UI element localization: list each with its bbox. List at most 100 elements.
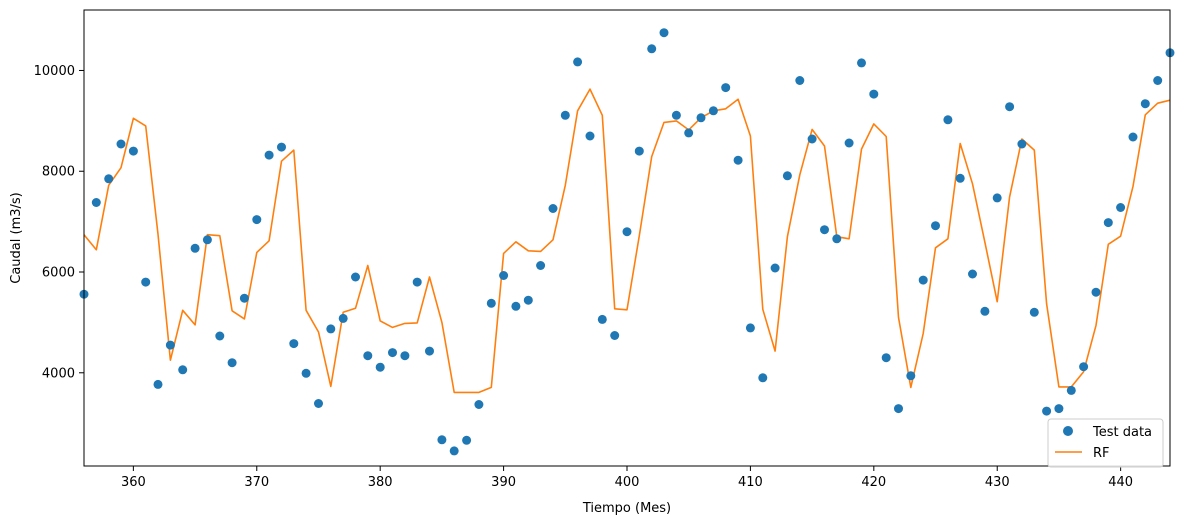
data-point-test	[388, 348, 397, 358]
data-point-test	[758, 373, 768, 383]
data-point-test	[931, 221, 940, 231]
data-point-test	[202, 235, 212, 245]
data-point-test	[585, 131, 595, 141]
y-tick-label: 6000	[42, 266, 75, 281]
legend-label-rf: RF	[1093, 446, 1110, 461]
data-point-test	[314, 399, 323, 408]
data-point-test	[881, 353, 891, 363]
data-point-test	[141, 277, 151, 287]
data-point-test	[326, 324, 336, 334]
data-point-test	[1029, 307, 1039, 317]
data-point-test	[684, 128, 694, 138]
data-point-test	[795, 76, 805, 85]
y-axis: 4000 6000 8000 10000	[34, 64, 84, 381]
data-point-test	[523, 295, 533, 305]
legend: Test data RF	[1047, 418, 1164, 468]
x-tick-label: 420	[861, 475, 886, 490]
x-tick-label: 380	[368, 475, 393, 490]
legend-box	[1047, 418, 1164, 468]
data-point-test	[1017, 139, 1027, 149]
x-axis: 360 370 380 390 400 410 420 430 440	[121, 466, 1133, 490]
data-point-test	[227, 358, 237, 368]
y-tick-label: 8000	[42, 165, 75, 180]
series-line-rf	[83, 88, 1171, 394]
data-point-test	[178, 365, 188, 375]
data-point-test	[955, 173, 965, 183]
data-point-test	[992, 193, 1002, 203]
data-point-test	[412, 277, 422, 287]
data-point-test	[264, 150, 274, 160]
data-point-test	[1091, 287, 1101, 297]
data-point-test	[499, 271, 509, 280]
data-point-test	[980, 306, 990, 316]
data-point-test	[968, 269, 977, 279]
data-point-test	[536, 261, 546, 270]
y-tick-label: 4000	[42, 366, 75, 381]
data-point-test	[820, 225, 829, 235]
data-point-test	[153, 379, 163, 389]
x-tick-label: 410	[738, 475, 763, 490]
data-point-test	[104, 174, 114, 184]
data-point-test	[647, 44, 657, 54]
data-point-test	[449, 446, 459, 456]
data-point-test	[597, 314, 607, 324]
data-point-test	[400, 351, 410, 361]
data-point-test	[277, 142, 286, 152]
data-point-test	[1066, 385, 1076, 395]
legend-label-test-data: Test data	[1092, 425, 1152, 440]
data-point-test	[462, 435, 472, 445]
data-point-test	[906, 371, 916, 381]
data-point-test	[832, 234, 842, 244]
x-tick-label: 390	[491, 475, 516, 490]
data-point-test	[622, 227, 632, 237]
data-point-test	[1128, 132, 1138, 142]
data-point-test	[918, 275, 928, 285]
data-point-test	[437, 435, 447, 445]
data-point-test	[338, 313, 348, 323]
data-point-test	[239, 293, 249, 303]
x-tick-label: 360	[121, 475, 146, 490]
data-point-test	[1054, 404, 1064, 414]
data-point-test	[844, 138, 854, 148]
x-axis-label: Tiempo (Mes)	[582, 501, 671, 516]
data-point-test	[560, 110, 570, 120]
y-axis-label: Caudal (m3/s)	[9, 192, 24, 283]
x-tick-label: 430	[985, 475, 1010, 490]
data-point-test	[190, 243, 200, 253]
series-layer	[79, 28, 1175, 456]
data-point-test	[301, 368, 311, 378]
data-point-test	[869, 89, 879, 99]
data-point-test	[770, 263, 780, 273]
data-point-test	[1079, 362, 1089, 372]
data-point-test	[894, 404, 903, 414]
data-point-test	[116, 139, 126, 149]
data-point-test	[708, 106, 718, 116]
data-point-test	[375, 362, 385, 372]
data-point-test	[1140, 99, 1150, 109]
data-point-test	[1153, 76, 1163, 85]
data-point-test	[1005, 102, 1015, 112]
data-point-test	[215, 331, 225, 341]
plot-background	[84, 10, 1170, 466]
data-point-test	[1042, 406, 1052, 416]
data-point-test	[1103, 218, 1113, 228]
data-point-test	[128, 146, 138, 156]
data-point-test	[363, 351, 373, 361]
data-point-test	[807, 134, 817, 144]
y-tick-label: 10000	[34, 64, 75, 79]
data-point-test	[573, 57, 583, 67]
data-point-test	[857, 58, 866, 68]
x-tick-label: 370	[244, 475, 269, 490]
x-tick-label: 440	[1108, 475, 1133, 490]
data-point-test	[351, 272, 360, 282]
data-point-test	[165, 340, 175, 350]
data-point-test	[610, 331, 620, 340]
data-point-test	[548, 204, 558, 213]
data-point-test	[486, 298, 496, 308]
data-point-test	[943, 115, 953, 125]
data-point-test	[91, 198, 101, 207]
data-point-test	[252, 215, 262, 225]
x-tick-label: 400	[615, 475, 640, 490]
data-point-test	[721, 83, 731, 93]
